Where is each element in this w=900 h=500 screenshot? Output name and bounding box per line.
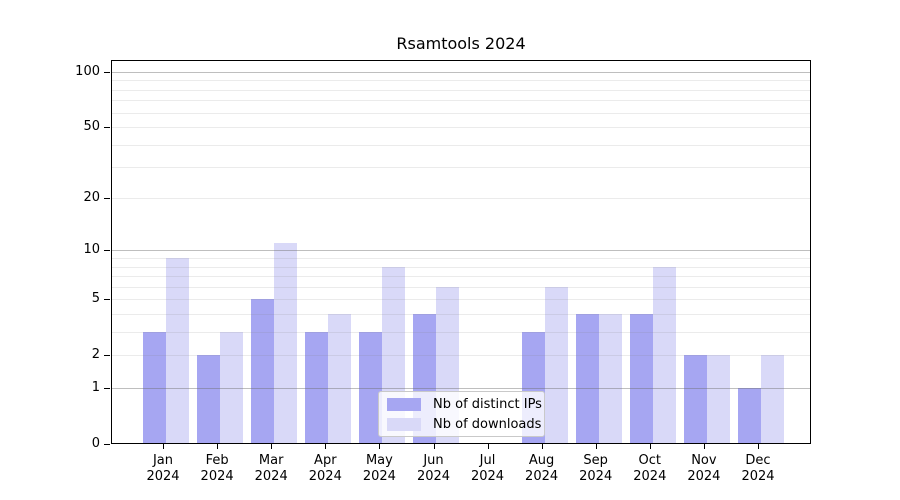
x-tick-mark-jun [433, 444, 435, 449]
y-tick-label-50: 50 [83, 118, 100, 134]
x-tick-mark-dec [758, 444, 759, 449]
legend: Nb of distinct IPs Nb of downloads [378, 391, 545, 437]
x-tick-label-sep: Sep 2024 [579, 453, 613, 484]
x-tick-label-oct: Oct 2024 [633, 453, 667, 484]
y-tick-mark-0 [104, 443, 110, 445]
x-tick-label-jan: Jan 2024 [146, 453, 180, 484]
bar-downloads-jan [166, 258, 189, 444]
x-tick-mark-oct [649, 444, 651, 449]
chart-title: Rsamtools 2024 [396, 34, 526, 53]
x-tick-label-jun: Jun 2024 [416, 453, 451, 484]
x-tick-label-dec: Dec 2024 [741, 453, 775, 484]
x-tick-mark-feb [217, 444, 219, 449]
x-tick-mark-sep [595, 444, 597, 449]
x-tick-mark-may [379, 444, 381, 449]
y-tick-mark-100 [104, 71, 110, 73]
bar-distinct-ips-nov [683, 355, 707, 444]
legend-label-downloads: Nb of downloads [433, 416, 542, 432]
bar-downloads-apr [328, 313, 352, 444]
bar-downloads-aug [544, 286, 568, 444]
bar-downloads-feb [220, 331, 244, 444]
legend-row-distinct-ips: Nb of distinct IPs [387, 396, 542, 412]
x-tick-mark-jul [487, 444, 489, 449]
legend-swatch-downloads [387, 417, 421, 431]
bar-distinct-ips-feb [197, 355, 221, 444]
x-tick-mark-nov [703, 444, 705, 449]
y-tick-label-1: 1 [91, 379, 100, 395]
bar-downloads-mar [274, 243, 298, 444]
bar-downloads-sep [598, 313, 622, 444]
y-tick-label-20: 20 [83, 190, 100, 206]
bar-distinct-ips-apr [305, 331, 329, 444]
bar-downloads-dec [760, 355, 784, 444]
legend-label-distinct-ips: Nb of distinct IPs [433, 396, 542, 412]
y-tick-label-5: 5 [91, 291, 100, 307]
bar-distinct-ips-jan [143, 331, 166, 444]
bars-layer [111, 60, 811, 444]
legend-swatch-distinct-ips [387, 397, 421, 411]
y-tick-mark-20 [104, 198, 110, 200]
x-tick-mark-aug [541, 444, 543, 449]
x-tick-label-feb: Feb 2024 [200, 453, 234, 484]
bar-downloads-oct [652, 266, 676, 444]
x-tick-mark-jan [163, 444, 164, 449]
bar-distinct-ips-sep [575, 313, 599, 444]
plot-area [111, 60, 811, 444]
x-tick-label-aug: Aug 2024 [525, 453, 559, 484]
x-tick-label-may: May 2024 [362, 453, 396, 484]
x-tick-label-jul: Jul 2024 [470, 453, 505, 484]
x-tick-mark-apr [325, 444, 327, 449]
x-tick-mark-mar [271, 444, 273, 449]
x-tick-label-apr: Apr 2024 [308, 453, 342, 484]
bar-distinct-ips-oct [629, 313, 653, 444]
legend-row-downloads: Nb of downloads [387, 416, 541, 432]
y-tick-mark-10 [104, 250, 110, 252]
bar-downloads-nov [706, 355, 730, 444]
bar-distinct-ips-may [359, 331, 383, 444]
bar-distinct-ips-dec [737, 387, 761, 444]
bar-distinct-ips-mar [251, 299, 275, 444]
y-tick-label-2: 2 [91, 347, 100, 362]
y-tick-mark-2 [104, 355, 110, 356]
x-tick-label-nov: Nov 2024 [687, 453, 721, 484]
y-tick-label-10: 10 [83, 242, 100, 258]
x-tick-label-mar: Mar 2024 [254, 453, 288, 484]
y-tick-mark-1 [104, 387, 110, 389]
y-tick-label-0: 0 [91, 435, 100, 451]
y-tick-mark-5 [104, 299, 110, 301]
y-tick-mark-50 [104, 126, 110, 128]
y-tick-label-100: 100 [75, 63, 100, 79]
